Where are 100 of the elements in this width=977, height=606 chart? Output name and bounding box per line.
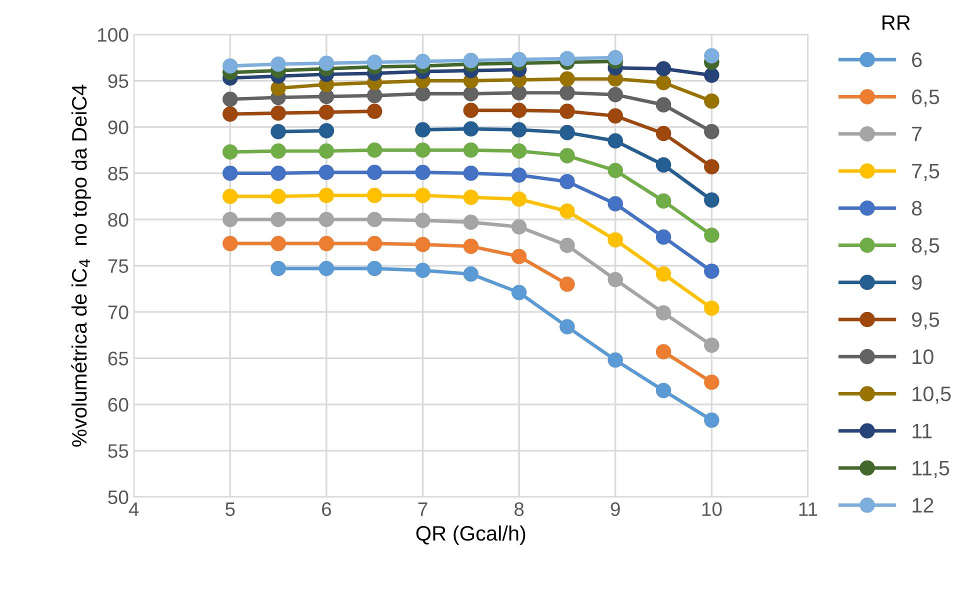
x-tick-label: 10 <box>702 502 722 516</box>
point <box>318 143 334 159</box>
point <box>222 58 238 74</box>
point <box>704 374 720 390</box>
legend-label: 6 <box>912 52 922 68</box>
legend-label: 7 <box>912 126 922 142</box>
point <box>463 266 479 282</box>
point <box>415 188 430 204</box>
point <box>415 164 430 180</box>
y-axis-title: %volumétrica de iC$_{4}$ no topo da DeiC4 <box>71 84 91 447</box>
legend-label: 11 <box>912 424 932 438</box>
point <box>415 142 430 158</box>
legend-label: 12 <box>912 498 934 512</box>
point <box>560 50 575 66</box>
point <box>511 248 527 264</box>
point <box>463 86 479 102</box>
point <box>415 236 430 252</box>
point <box>560 319 575 334</box>
point <box>415 122 430 138</box>
legend-label: 8 <box>912 200 922 216</box>
point <box>511 284 527 300</box>
y-tick-label: 80 <box>108 212 128 227</box>
point <box>318 164 334 180</box>
point <box>270 124 286 140</box>
point <box>270 260 286 276</box>
point <box>656 157 672 173</box>
point <box>704 264 720 279</box>
point <box>560 85 575 100</box>
point <box>366 88 382 104</box>
point <box>318 212 334 228</box>
point <box>560 124 575 140</box>
point <box>608 87 624 102</box>
point <box>222 166 238 181</box>
point <box>270 212 286 228</box>
point <box>511 122 527 138</box>
point <box>608 50 624 66</box>
point <box>366 142 382 158</box>
point <box>608 352 624 368</box>
y-tick-label: 90 <box>108 120 128 134</box>
y-tick-label: 75 <box>108 259 128 273</box>
point <box>656 74 672 90</box>
point <box>656 229 672 245</box>
point <box>415 86 430 102</box>
point <box>511 102 527 118</box>
point <box>560 238 575 254</box>
point <box>704 93 720 109</box>
point <box>318 123 334 138</box>
legend-label: 9 <box>912 275 922 290</box>
point <box>463 214 479 230</box>
x-tick-label: 8 <box>514 502 524 516</box>
y-tick-label: 85 <box>108 166 128 180</box>
point <box>318 260 334 276</box>
point <box>608 196 624 212</box>
point <box>366 54 382 70</box>
point <box>511 85 527 100</box>
point <box>366 236 382 252</box>
point <box>318 104 334 120</box>
point <box>222 188 238 204</box>
point <box>511 52 527 68</box>
x-tick-label: 11 <box>799 502 818 516</box>
point <box>608 162 624 178</box>
point <box>270 236 286 252</box>
point <box>656 344 672 360</box>
point <box>270 143 286 159</box>
point <box>270 106 286 121</box>
point <box>222 144 238 160</box>
legend-label: 9,5 <box>912 312 940 330</box>
point <box>608 108 624 124</box>
point <box>511 219 527 235</box>
point <box>704 412 720 428</box>
point <box>656 126 672 142</box>
legend-label: 6,5 <box>912 89 940 107</box>
y-tick-label: 55 <box>108 444 128 458</box>
point <box>222 106 238 122</box>
point <box>704 192 720 208</box>
point <box>270 56 286 72</box>
legend-title: RR <box>882 15 910 30</box>
point <box>704 48 720 64</box>
point <box>511 167 527 183</box>
y-tick-label: 65 <box>108 352 128 366</box>
point <box>608 272 624 288</box>
point <box>415 212 430 228</box>
y-tick-label: 70 <box>108 305 128 320</box>
point <box>463 121 479 137</box>
point <box>656 305 672 321</box>
x-tick-label: 4 <box>128 502 139 516</box>
legend-label: 7,5 <box>912 164 940 181</box>
point <box>366 164 382 180</box>
point <box>463 238 479 254</box>
x-tick-label: 5 <box>226 502 235 516</box>
point <box>318 236 334 252</box>
x-tick-label: 9 <box>610 502 620 516</box>
point <box>560 148 575 164</box>
point <box>608 133 624 149</box>
y-tick-label: 50 <box>108 490 128 504</box>
y-tick-label: 100 <box>98 28 128 42</box>
point <box>270 166 286 181</box>
point <box>608 232 624 248</box>
point <box>463 52 479 68</box>
point <box>656 61 672 76</box>
